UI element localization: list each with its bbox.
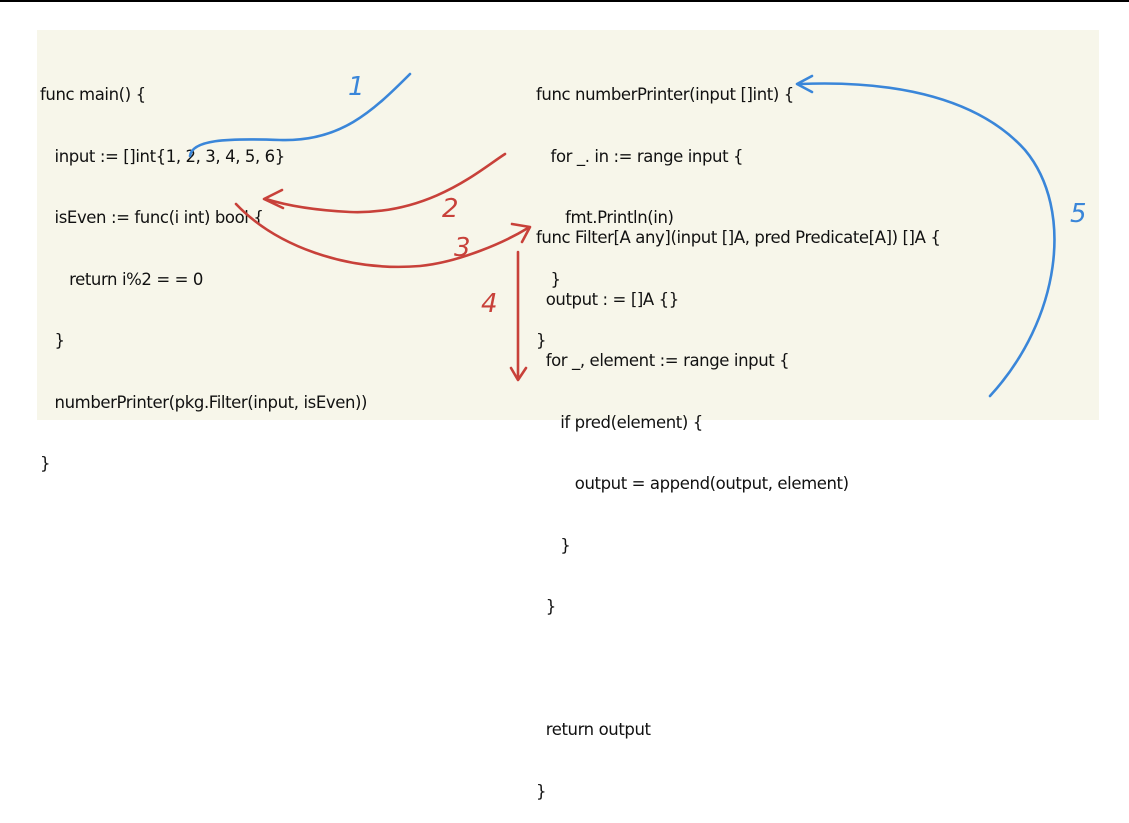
step5-label: 5	[1070, 199, 1087, 229]
code-line: isEven := func(i int) bool {	[40, 208, 264, 227]
step4-label: 4	[481, 289, 498, 319]
code-line: }	[536, 269, 562, 289]
annotation-layer: 1 2 3 4 5	[188, 72, 1087, 398]
code-line: func main() {	[40, 85, 146, 104]
code-line: func numberPrinter(input []int) {	[536, 85, 794, 104]
code-line: if pred(element) {	[536, 412, 703, 432]
code-line: func Filter[A any](input []A, pred Predi…	[536, 228, 941, 247]
step1-label: 1	[348, 72, 365, 102]
step3-label: 3	[454, 233, 471, 263]
code-line: fmt.Println(in)	[536, 208, 674, 227]
top-rule	[0, 0, 1129, 2]
code-line: }	[536, 597, 557, 616]
code-line: }	[536, 781, 547, 801]
code-line: }	[536, 535, 571, 555]
main-function-code: func main() { input := []int{1, 2, 3, 4,…	[40, 44, 367, 495]
code-line: }	[40, 331, 66, 350]
code-line: return output	[536, 720, 651, 739]
step5-arrow	[798, 82, 1056, 398]
step2-arrowhead	[262, 188, 285, 210]
code-line: output = append(output, element)	[536, 474, 849, 493]
code-line: for _. in := range input {	[536, 146, 744, 166]
code-line: return i%2 = = 0	[40, 269, 204, 289]
number-printer-code: func numberPrinter(input []int) { for _.…	[536, 44, 794, 372]
step5-arrowhead	[795, 74, 814, 94]
step2-arrow	[264, 152, 507, 214]
code-line	[536, 659, 940, 680]
step3-arrowhead	[510, 222, 532, 244]
step3-arrow	[234, 202, 530, 269]
code-line: output : = []A {}	[536, 289, 680, 309]
code-line: input := []int{1, 2, 3, 4, 5, 6}	[40, 146, 286, 166]
code-line: }	[536, 331, 547, 350]
step2-label: 2	[442, 194, 459, 224]
step4-arrowhead	[509, 366, 528, 382]
code-line: for _, element := range input {	[536, 351, 790, 370]
step1-stroke	[188, 72, 412, 158]
code-line: numberPrinter(pkg.Filter(input, isEven))	[40, 392, 368, 412]
code-line: }	[40, 454, 51, 473]
